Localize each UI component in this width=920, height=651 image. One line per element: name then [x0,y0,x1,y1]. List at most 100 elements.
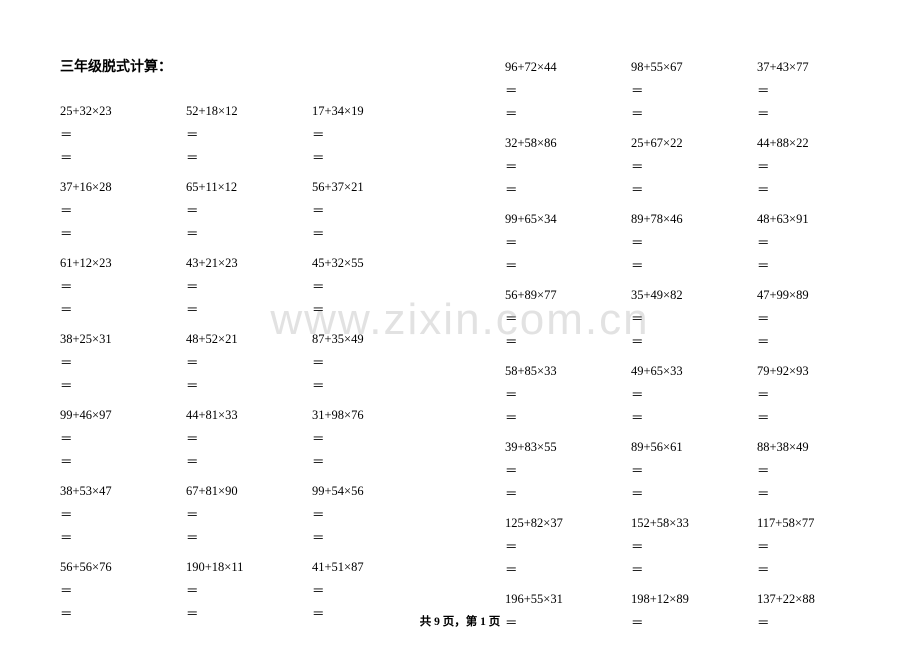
equals-sign: ＝ [186,376,278,397]
equals-sign: ＝ [505,537,597,558]
equals-sign: ＝ [757,332,849,353]
right-expression: 96+72×44 [505,56,597,79]
equals-sign: ＝ [60,125,152,146]
equals-sign: ＝ [505,385,597,406]
equals-sign: ＝ [186,125,278,146]
equals-sign: ＝ [60,277,152,298]
equals-sign: ＝ [631,484,723,505]
equals-sign: ＝ [186,353,278,374]
right-problem-block: 32+58×8625+67×2244+88×22＝＝＝＝＝＝ [505,132,860,201]
left-expression: 190+18×11 [186,556,278,579]
equals-sign: ＝ [505,309,597,330]
left-problem-row: 56+56×76190+18×1141+51×87 [60,556,415,579]
equals-sign: ＝ [757,484,849,505]
right-equals-row: ＝＝＝ [505,104,860,125]
right-problem-block: 96+72×4498+55×6737+43×77＝＝＝＝＝＝ [505,56,860,125]
left-equals-row: ＝＝＝ [60,505,415,526]
right-expression: 32+58×86 [505,132,597,155]
left-expression: 99+46×97 [60,404,152,427]
left-equals-row: ＝＝＝ [60,148,415,169]
equals-sign: ＝ [757,256,849,277]
equals-sign: ＝ [757,385,849,406]
left-problem-block: 38+25×3148+52×2187+35×49＝＝＝＝＝＝ [60,328,415,397]
left-expression: 41+51×87 [312,556,404,579]
right-expression: 98+55×67 [631,56,723,79]
right-equals-row: ＝＝＝ [505,385,860,406]
left-equals-row: ＝＝＝ [60,224,415,245]
right-equals-row: ＝＝＝ [505,309,860,330]
right-equals-row: ＝＝＝ [505,256,860,277]
left-problem-row: 99+46×9744+81×3331+98×76 [60,404,415,427]
right-expression: 152+58×33 [631,512,723,535]
left-expression: 17+34×19 [312,100,404,123]
equals-sign: ＝ [186,452,278,473]
equals-sign: ＝ [505,332,597,353]
right-equals-row: ＝ ＝ ＝ [505,537,860,558]
equals-sign: ＝ [505,408,597,429]
equals-sign: ＝ [631,332,723,353]
equals-sign: ＝ [186,224,278,245]
right-expression: 35+49×82 [631,284,723,307]
right-expression: 79+92×93 [757,360,849,383]
equals-sign: ＝ [505,484,597,505]
left-expression: 31+98×76 [312,404,404,427]
right-problem-row: 56+89×7735+49×8247+99×89 [505,284,860,307]
page-footer: 共 9 页，第 1 页 [0,613,920,629]
equals-sign: ＝ [186,201,278,222]
right-expression: 25+67×22 [631,132,723,155]
right-expression: 125+82×37 [505,512,597,535]
equals-sign: ＝ [60,300,152,321]
page-title: 三年级脱式计算： [60,56,415,76]
equals-sign: ＝ [757,537,849,558]
right-equals-row: ＝＝＝ [505,180,860,201]
right-equals-row: ＝＝＝ [505,461,860,482]
equals-sign: ＝ [60,429,152,450]
equals-sign: ＝ [186,300,278,321]
equals-sign: ＝ [505,256,597,277]
right-expression: 198+12×89 [631,588,723,611]
right-expression: 88+38×49 [757,436,849,459]
equals-sign: ＝ [631,81,723,102]
left-expression: 56+37×21 [312,176,404,199]
left-expression: 65+11×12 [186,176,278,199]
equals-sign: ＝ [186,148,278,169]
left-problem-row: 38+25×3148+52×2187+35×49 [60,328,415,351]
left-expression: 38+53×47 [60,480,152,503]
left-equals-row: ＝＝＝ [60,452,415,473]
left-column: 三年级脱式计算： 25+32×2352+18×1217+34×19＝＝＝＝＝＝3… [60,56,415,641]
right-expression: 58+85×33 [505,360,597,383]
right-equals-row: ＝＝＝ [505,408,860,429]
right-problem-block: 39+83×5589+56×6188+38×49＝＝＝＝＝＝ [505,436,860,505]
equals-sign: ＝ [60,201,152,222]
left-problem-row: 37+16×28 65+11×12 56+37×21 [60,176,415,199]
equals-sign: ＝ [505,157,597,178]
right-problem-row: 32+58×86 25+67×22 44+88×22 [505,132,860,155]
equals-sign: ＝ [505,560,597,581]
equals-sign: ＝ [312,201,404,222]
right-problem-row: 96+72×4498+55×6737+43×77 [505,56,860,79]
left-equals-row: ＝＝＝ [60,581,415,602]
equals-sign: ＝ [312,452,404,473]
left-problem-block: 37+16×2865+11×1256+37×21＝＝＝＝＝＝ [60,176,415,245]
right-expression: 44+88×22 [757,132,849,155]
equals-sign: ＝ [757,309,849,330]
equals-sign: ＝ [60,148,152,169]
right-problem-block: 99+65×3489+78×4648+63×91＝＝＝＝＝＝ [505,208,860,277]
equals-sign: ＝ [312,528,404,549]
left-problem-row: 61+12×2343+21×2345+32×55 [60,252,415,275]
equals-sign: ＝ [631,104,723,125]
right-problem-block: 56+89×7735+49×8247+99×89＝＝＝＝＝＝ [505,284,860,353]
left-equals-row: ＝＝＝ [60,376,415,397]
equals-sign: ＝ [631,180,723,201]
equals-sign: ＝ [631,560,723,581]
equals-sign: ＝ [757,104,849,125]
equals-sign: ＝ [757,461,849,482]
left-expression: 37+16×28 [60,176,152,199]
right-expression: 89+78×46 [631,208,723,231]
equals-sign: ＝ [631,537,723,558]
equals-sign: ＝ [757,180,849,201]
equals-sign: ＝ [312,125,404,146]
left-expression: 43+21×23 [186,252,278,275]
equals-sign: ＝ [60,505,152,526]
right-problem-row: 196+55×31198+12×89137+22×88 [505,588,860,611]
